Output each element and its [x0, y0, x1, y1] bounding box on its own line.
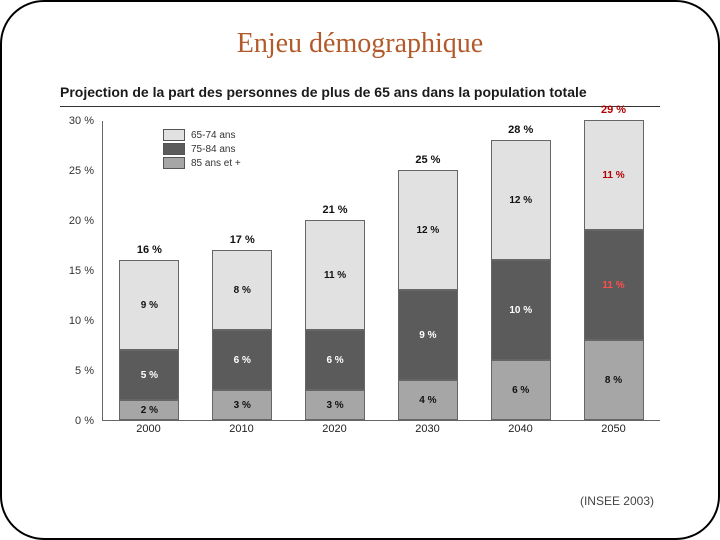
segment-value-label: 6 %	[234, 355, 251, 366]
bar-total-label: 17 %	[212, 234, 272, 246]
x-tick-label: 2050	[584, 423, 644, 441]
chart-subtitle: Projection de la part des personnes de p…	[60, 78, 660, 107]
bar-segment: 5 %	[119, 350, 179, 400]
segment-value-label: 11 %	[602, 280, 624, 291]
bars-group: 2 % 5 % 9 % 16 % 3 % 6 % 8 % 17 % 3 % 6 % 11 % 21 %…	[103, 121, 660, 420]
bar-column: 3 %6 %8 %17 %	[212, 250, 272, 420]
x-axis-labels: 2000 2010 2020 2030 2040 2050	[102, 423, 660, 441]
y-tick-label: 15 %	[69, 265, 94, 277]
segment-value-label: 6 %	[326, 355, 343, 366]
y-tick-label: 20 %	[69, 215, 94, 227]
segment-value-label: 8 %	[234, 285, 251, 296]
bar-segment: 6 %	[212, 330, 272, 390]
segment-value-label: 9 %	[141, 300, 158, 311]
bar-segment: 11 %	[584, 120, 644, 230]
x-tick-label: 2000	[119, 423, 179, 441]
bar-total-label: 16 %	[119, 244, 179, 256]
bar-total-label: 25 %	[398, 154, 458, 166]
bar-segment: 4 %	[398, 380, 458, 420]
bar-segment: 3 %	[212, 390, 272, 420]
bar-total-label: 29 %	[584, 104, 644, 116]
segment-value-label: 11 %	[324, 270, 346, 281]
segment-value-label: 9 %	[419, 330, 436, 341]
bar-column: 3 %6 %11 %21 %	[305, 220, 365, 420]
bar-segment: 9 %	[398, 290, 458, 380]
bar-total-label: 28 %	[491, 124, 551, 136]
bar-column: 6 %10 %12 %28 %	[491, 140, 551, 420]
chart-frame: Projection de la part des personnes de p…	[60, 78, 660, 441]
segment-value-label: 12 %	[416, 225, 439, 236]
bar-column: 8 %11 %11 %29 %	[584, 120, 644, 420]
bar-total-label: 21 %	[305, 204, 365, 216]
bar-segment: 10 %	[491, 260, 551, 360]
y-axis: 0 %5 %10 %15 %20 %25 %30 %	[60, 121, 100, 421]
x-tick-label: 2030	[398, 423, 458, 441]
y-tick-label: 30 %	[69, 115, 94, 127]
plot-area: 65-74 ans75-84 ans85 ans et + 2 %5 %9 %1…	[102, 121, 660, 421]
y-tick-label: 5 %	[75, 365, 94, 377]
slide-frame: Enjeu démographique Projection de la par…	[0, 0, 720, 540]
segment-value-label: 8 %	[605, 375, 622, 386]
bar-segment: 2 %	[119, 400, 179, 420]
segment-value-label: 2 %	[141, 405, 158, 416]
bar-segment: 8 %	[584, 340, 644, 420]
bar-column: 4 %9 %12 %25 %	[398, 170, 458, 420]
bar-column: 2 %5 %9 %16 %	[119, 260, 179, 420]
segment-value-label: 6 %	[512, 385, 529, 396]
segment-value-label: 11 %	[602, 170, 624, 181]
bar-segment: 11 %	[584, 230, 644, 340]
bar-segment: 3 %	[305, 390, 365, 420]
bar-segment: 6 %	[305, 330, 365, 390]
segment-value-label: 10 %	[509, 305, 532, 316]
source-label: (INSEE 2003)	[580, 494, 654, 508]
x-tick-label: 2040	[491, 423, 551, 441]
segment-value-label: 5 %	[141, 370, 158, 381]
bar-segment: 6 %	[491, 360, 551, 420]
x-tick-label: 2020	[305, 423, 365, 441]
segment-value-label: 3 %	[234, 400, 251, 411]
bar-segment: 12 %	[491, 140, 551, 260]
bar-segment: 11 %	[305, 220, 365, 330]
segment-value-label: 4 %	[419, 395, 436, 406]
bar-segment: 12 %	[398, 170, 458, 290]
x-tick-label: 2010	[212, 423, 272, 441]
bar-segment: 8 %	[212, 250, 272, 330]
page-title: Enjeu démographique	[30, 28, 690, 60]
plot-wrap: 0 %5 %10 %15 %20 %25 %30 % 65-74 ans75-8…	[102, 121, 660, 441]
y-tick-label: 0 %	[75, 415, 94, 427]
segment-value-label: 3 %	[326, 400, 343, 411]
bar-segment: 9 %	[119, 260, 179, 350]
segment-value-label: 12 %	[509, 195, 532, 206]
y-tick-label: 25 %	[69, 165, 94, 177]
y-tick-label: 10 %	[69, 315, 94, 327]
